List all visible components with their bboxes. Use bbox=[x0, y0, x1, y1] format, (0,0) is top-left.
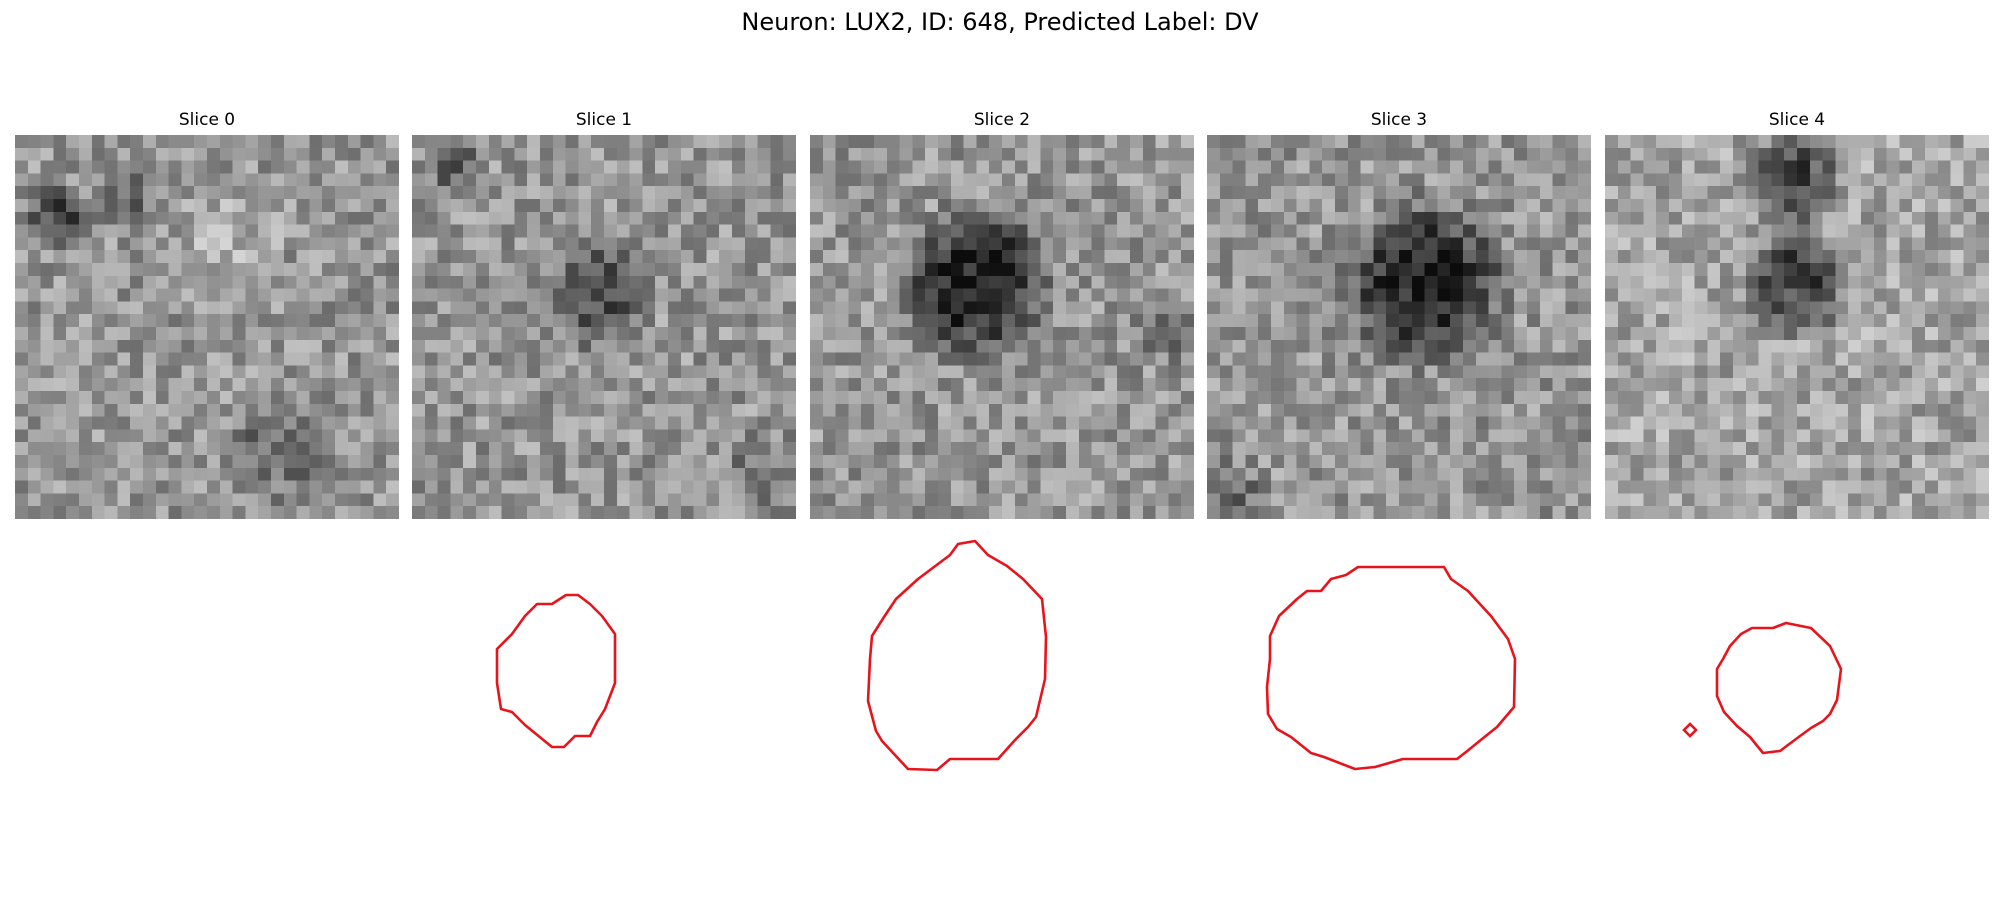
figure-title: Neuron: LUX2, ID: 648, Predicted Label: … bbox=[0, 6, 2000, 38]
slice-title: Slice 4 bbox=[1605, 108, 1989, 132]
slice-panel-4: Slice 4 bbox=[1605, 108, 1989, 907]
roi-contour bbox=[1605, 519, 1989, 903]
roi-contour bbox=[412, 519, 796, 903]
slice-title: Slice 3 bbox=[1207, 108, 1591, 132]
slice-panel-1: Slice 1 bbox=[412, 108, 796, 907]
slice-title: Slice 1 bbox=[412, 108, 796, 132]
roi-contour bbox=[810, 519, 1194, 903]
secondary-roi-marker bbox=[1684, 724, 1696, 736]
slice-image bbox=[15, 135, 399, 519]
slice-image bbox=[810, 135, 1194, 519]
slice-image bbox=[1207, 135, 1591, 519]
slice-panel-0: Slice 0 bbox=[15, 108, 399, 519]
slice-title: Slice 2 bbox=[810, 108, 1194, 132]
slice-image bbox=[1605, 135, 1989, 519]
slice-image bbox=[412, 135, 796, 519]
slice-panel-3: Slice 3 bbox=[1207, 108, 1591, 907]
slice-title: Slice 0 bbox=[15, 108, 399, 132]
slice-panel-2: Slice 2 bbox=[810, 108, 1194, 907]
roi-contour bbox=[1207, 519, 1591, 903]
